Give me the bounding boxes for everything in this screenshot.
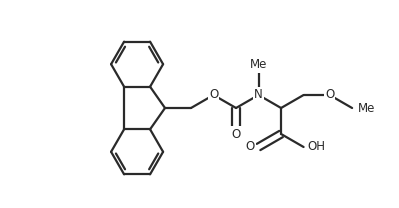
Text: Me: Me: [358, 102, 375, 114]
Text: OH: OH: [308, 140, 326, 154]
Text: O: O: [231, 128, 241, 140]
Text: O: O: [209, 88, 218, 102]
Text: N: N: [254, 88, 263, 102]
Text: Me: Me: [250, 58, 267, 72]
Text: O: O: [325, 88, 334, 102]
Text: O: O: [245, 140, 255, 154]
